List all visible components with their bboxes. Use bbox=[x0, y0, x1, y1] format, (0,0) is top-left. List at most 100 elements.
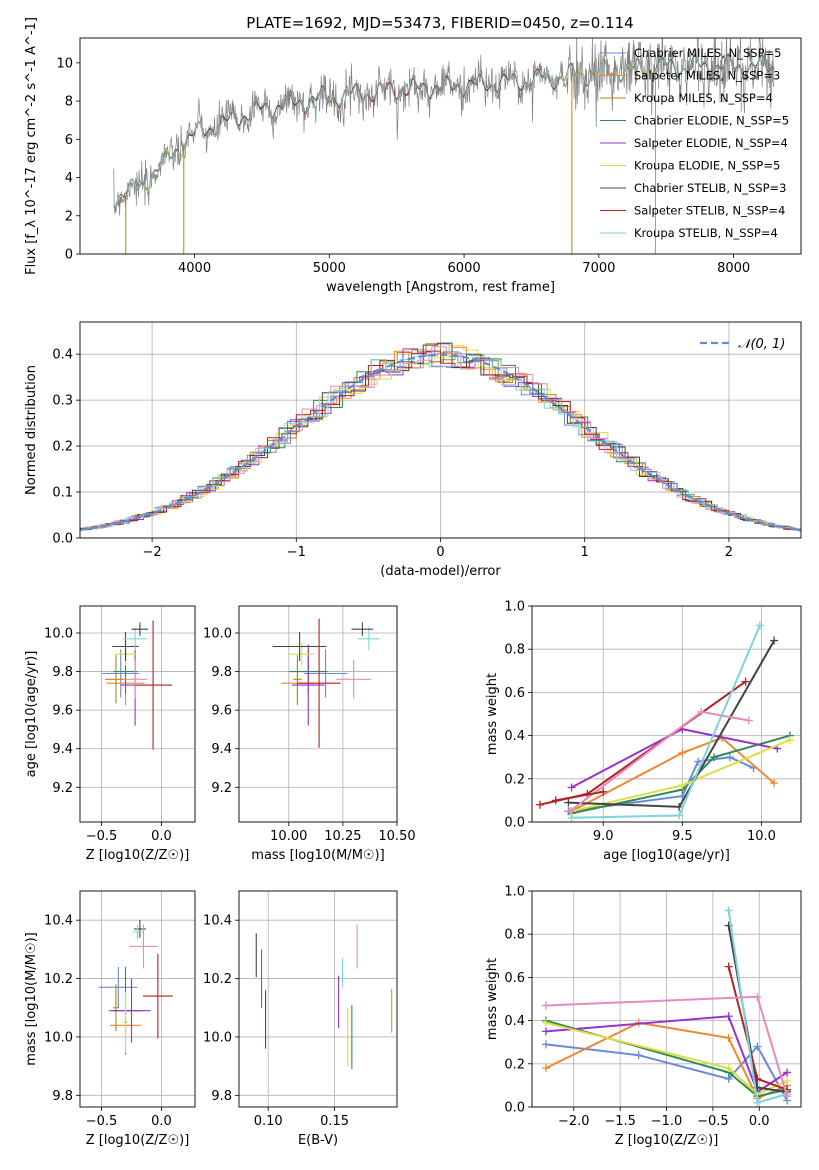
mass-vs-ebv-panel: 0.10 0.15 9.8 10.0 10.2 10.4 E(B-V) bbox=[203, 890, 398, 1148]
data-point-errorbar bbox=[122, 991, 129, 1053]
age-vs-mass-panel: 10.00 10.25 10.50 9.2 9.4 9.6 9.8 10.0 mass [log… bbox=[203, 605, 416, 863]
plot-area bbox=[255, 924, 393, 1070]
x-axis-label: Z [log10(Z/Z☉)] bbox=[86, 1133, 190, 1148]
data-point-errorbar bbox=[142, 953, 173, 1039]
x-tick-label: 8000 bbox=[717, 261, 750, 276]
data-point-errorbar bbox=[112, 978, 151, 1043]
y-tick-label: 10.2 bbox=[203, 972, 232, 987]
mass-weight-marker bbox=[678, 781, 687, 790]
y-axis-label: Flux [f_λ 10^-17 erg cm^-2 s^-1 A^-1] bbox=[24, 17, 39, 275]
y-tick-label: 9.6 bbox=[52, 704, 73, 719]
grid bbox=[80, 891, 195, 1107]
data-point-errorbar bbox=[132, 924, 143, 940]
mass-weight-marker bbox=[725, 753, 734, 762]
mass-weight-series bbox=[727, 966, 788, 1091]
y-tick-label: 9.2 bbox=[52, 781, 73, 796]
y-tick-label: 6 bbox=[65, 133, 73, 148]
y-tick-label: 0.4 bbox=[52, 348, 73, 363]
mass-weight-marker bbox=[785, 735, 794, 744]
mass-weight-series bbox=[545, 1015, 788, 1094]
spectrum-panel: 4000 5000 6000 7000 8000 0 2 4 6 8 10 wavelength [A… bbox=[24, 17, 802, 295]
mass-weight-marker bbox=[541, 1064, 550, 1073]
axes-frame: 4000 5000 6000 7000 8000 0 2 4 6 8 10 wavelength [A… bbox=[24, 17, 802, 295]
y-tick-label: 10.0 bbox=[203, 1030, 232, 1045]
mass-weight-series bbox=[569, 710, 749, 812]
x-tick-label: 9.0 bbox=[593, 829, 614, 844]
data-point-errorbar bbox=[303, 649, 348, 698]
plot-area bbox=[113, 38, 775, 254]
legend-entry: 𝒩(0, 1) bbox=[738, 337, 785, 352]
mass-weight-series bbox=[555, 790, 604, 802]
x-tick-label: 10.25 bbox=[324, 829, 361, 844]
data-point-errorbar bbox=[133, 920, 146, 938]
x-tick-label: 2 bbox=[725, 545, 733, 560]
legend: 𝒩(0, 1) bbox=[700, 337, 785, 352]
y-axis-label: mass weight bbox=[485, 673, 500, 755]
axes-frame: −0.5 0.0 9.8 10.0 10.2 10.4 Z [log10(Z/Z☉)] mas… bbox=[24, 890, 196, 1148]
x-tick-label: 4000 bbox=[178, 261, 211, 276]
y-tick-label: 9.8 bbox=[211, 1089, 232, 1104]
y-tick-label: 10 bbox=[56, 56, 73, 71]
x-tick-label: −1.0 bbox=[651, 1114, 683, 1129]
x-tick-label: −1 bbox=[287, 545, 306, 560]
legend-entry: Salpeter MILES, N_SSP=3 bbox=[634, 69, 780, 83]
mass-weight-marker bbox=[541, 1027, 550, 1036]
mass-weight-marker bbox=[541, 1018, 550, 1027]
mass-weight-marker bbox=[567, 813, 576, 822]
legend-entry: Kroupa MILES, N_SSP=4 bbox=[634, 91, 773, 105]
y-tick-label: 10.0 bbox=[44, 627, 73, 642]
x-tick-label: 0.0 bbox=[151, 1114, 172, 1129]
x-tick-label: 0.15 bbox=[320, 1114, 349, 1129]
mass-weight-marker bbox=[675, 811, 684, 820]
mass-weight-marker bbox=[783, 1077, 792, 1086]
axes-border bbox=[531, 890, 802, 1108]
axes-frame: −0.5 0.0 9.2 9.4 9.6 9.8 10.0 Z [log10(Z/Z☉)] ag… bbox=[24, 605, 196, 863]
mass-weight-series bbox=[727, 910, 788, 1104]
plot-area bbox=[272, 618, 380, 748]
axes-border bbox=[79, 321, 802, 539]
mass-weight-marker bbox=[564, 798, 573, 807]
x-tick-label: 9.5 bbox=[672, 829, 693, 844]
axes-border bbox=[79, 605, 196, 823]
mass-weight-series bbox=[545, 1021, 788, 1096]
x-axis-label: Z [log10(Z/Z☉)] bbox=[86, 848, 190, 863]
y-tick-label: 0.0 bbox=[52, 532, 73, 547]
y-tick-label: 0.2 bbox=[504, 1057, 525, 1072]
data-point-errorbar bbox=[293, 655, 302, 704]
y-tick-label: 10.4 bbox=[44, 914, 73, 929]
y-tick-label: 0.6 bbox=[504, 971, 525, 986]
legend-entry: Kroupa ELODIE, N_SSP=5 bbox=[634, 159, 780, 173]
mass-weight-series bbox=[571, 734, 791, 815]
legend-entry: Kroupa STELIB, N_SSP=4 bbox=[634, 226, 778, 240]
y-tick-label: 10.0 bbox=[203, 627, 232, 642]
y-tick-label: 0.4 bbox=[504, 729, 525, 744]
mass-weight-marker bbox=[634, 1051, 643, 1060]
x-axis-label: mass [log10(M/M☉)] bbox=[251, 848, 384, 863]
x-tick-label: 0.0 bbox=[151, 829, 172, 844]
data-point-errorbar bbox=[123, 627, 148, 651]
y-axis-label: mass [log10(M/M☉)] bbox=[24, 932, 39, 1065]
x-tick-label: −0.5 bbox=[86, 1114, 118, 1129]
mass-weight-marker bbox=[753, 1042, 762, 1051]
data-point-errorbar bbox=[112, 632, 139, 661]
y-tick-label: 0 bbox=[65, 248, 73, 263]
mass-weight-marker bbox=[724, 1033, 733, 1042]
x-tick-label: −2.0 bbox=[558, 1114, 590, 1129]
mass-weight-marker bbox=[567, 783, 576, 792]
mass-weight-marker bbox=[599, 787, 608, 796]
mass-weight-marker bbox=[753, 992, 762, 1001]
y-tick-label: 4 bbox=[65, 171, 73, 186]
mass-weight-marker bbox=[724, 906, 733, 915]
mass-weight-marker bbox=[541, 1001, 550, 1010]
y-tick-label: 0.1 bbox=[52, 486, 73, 501]
y-tick-label: 0.2 bbox=[504, 772, 525, 787]
legend-entry: Salpeter ELODIE, N_SSP=4 bbox=[634, 136, 788, 150]
data-point-errorbar bbox=[129, 924, 158, 969]
plot-area bbox=[80, 342, 801, 532]
mass-weight-marker bbox=[744, 716, 753, 725]
figure-title: PLATE=1692, MJD=53473, FIBERID=0450, z=0… bbox=[246, 14, 633, 32]
x-tick-label: 1 bbox=[581, 545, 589, 560]
x-tick-label: −1.5 bbox=[604, 1114, 636, 1129]
data-point-errorbar bbox=[112, 984, 119, 1032]
y-tick-label: 1.0 bbox=[504, 600, 525, 615]
